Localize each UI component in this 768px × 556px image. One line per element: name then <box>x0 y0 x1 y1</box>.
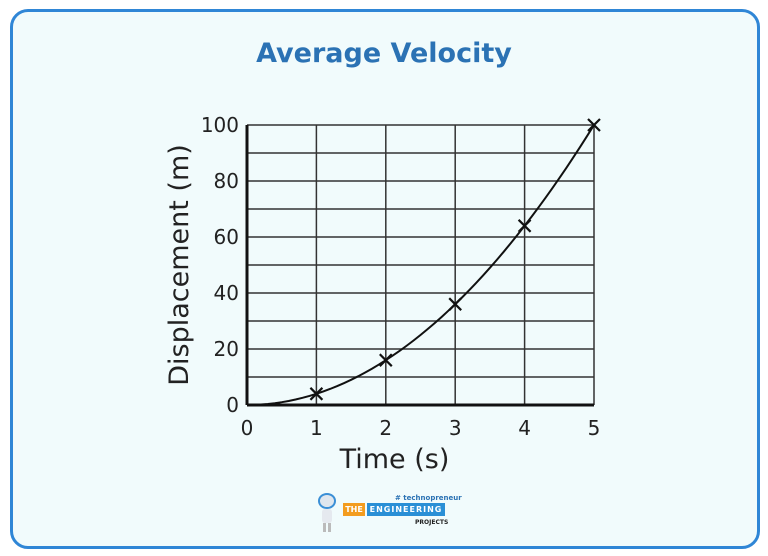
x-axis-label: Time (s) <box>339 444 450 475</box>
x-tick-label: 1 <box>310 416 323 440</box>
data-point-marker <box>448 297 462 311</box>
y-axis-label: Displacement (m) <box>164 144 195 386</box>
data-point-marker <box>379 353 393 367</box>
card-frame <box>10 9 760 549</box>
y-tick-label: 100 <box>201 113 239 137</box>
robot-icon <box>318 493 336 532</box>
y-tick-label: 20 <box>214 337 239 361</box>
data-point-marker <box>587 118 601 132</box>
data-point-marker <box>309 387 324 401</box>
y-tick-label: 40 <box>214 281 239 305</box>
logo: # technopreneur THE ENGINEERING PROJECTS <box>315 492 465 534</box>
x-tick-label: 4 <box>518 416 531 440</box>
series-curve <box>246 124 595 406</box>
y-tick-label: 80 <box>214 169 239 193</box>
x-tick-label: 3 <box>449 416 462 440</box>
x-tick-label: 5 <box>588 416 601 440</box>
x-tick-label: 0 <box>241 416 254 440</box>
logo-tagline: # technopreneur <box>395 494 462 502</box>
logo-engineering: ENGINEERING <box>367 503 445 516</box>
chart-title: Average Velocity <box>256 38 512 69</box>
y-tick-label: 0 <box>226 393 239 417</box>
x-tick-label: 2 <box>379 416 392 440</box>
y-tick-label: 60 <box>214 225 239 249</box>
logo-the: THE <box>343 503 365 516</box>
data-point-marker <box>517 219 532 233</box>
logo-projects: PROJECTS <box>415 519 449 526</box>
